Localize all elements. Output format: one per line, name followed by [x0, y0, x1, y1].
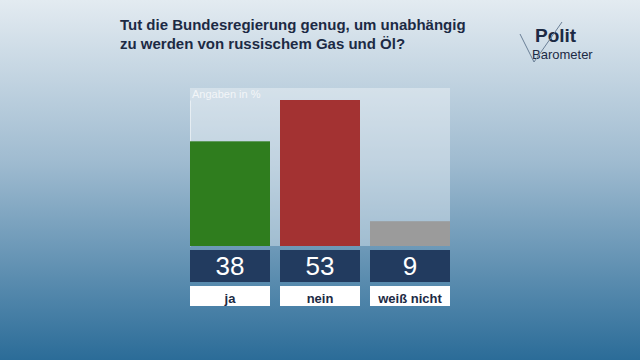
x-axis: ja nein weiß nicht: [190, 286, 450, 306]
bar: [190, 141, 270, 246]
bar: [370, 221, 450, 246]
data-label: 53: [306, 251, 335, 281]
plot-panel: [190, 88, 450, 246]
bars: [190, 100, 450, 246]
data-labels: 38 53 9: [190, 250, 450, 282]
x-tick: nein: [307, 288, 334, 306]
logo-bottom: Barometer: [532, 47, 593, 62]
title: Tut die Bundesregierung genug, um unabhä…: [120, 16, 466, 52]
title-line: zu werden von russischem Gas und Öl?: [120, 35, 405, 52]
background: [0, 0, 640, 360]
x-axis-ticks: ja nein weiß nicht: [224, 288, 443, 306]
data-label-box: [190, 250, 270, 282]
subtitle: Angaben in %: [192, 88, 261, 100]
logo-top: Polit: [535, 25, 577, 46]
data-label-box: [370, 250, 450, 282]
data-label: 9: [403, 251, 417, 281]
title-line: Tut die Bundesregierung genug, um unabhä…: [120, 16, 466, 33]
data-label: 38: [216, 251, 245, 281]
category-box: [280, 286, 360, 306]
x-tick-label: weiß nicht: [377, 291, 442, 306]
logo-check: [520, 22, 562, 62]
category-box: [190, 286, 270, 306]
bar: [280, 100, 360, 246]
x-tick-label: ja: [224, 291, 237, 306]
x-tick-label: nein: [307, 291, 334, 306]
category-box: [370, 286, 450, 306]
x-tick: weiß nicht: [377, 288, 442, 306]
x-tick: ja: [224, 288, 237, 306]
data-label-box: [280, 250, 360, 282]
